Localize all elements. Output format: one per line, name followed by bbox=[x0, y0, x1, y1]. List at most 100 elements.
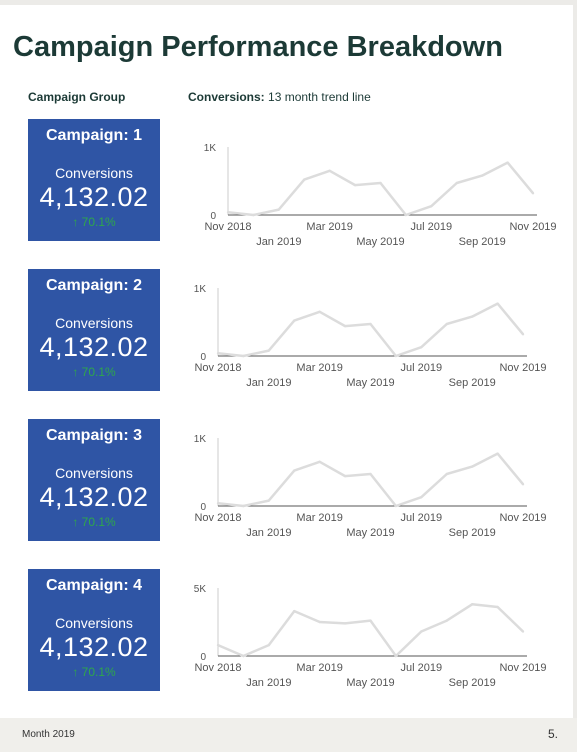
data-point bbox=[216, 352, 220, 355]
x-tick-label: Jan 2019 bbox=[256, 236, 301, 248]
data-point bbox=[343, 474, 347, 478]
data-point bbox=[394, 504, 398, 508]
campaign-card-1: Campaign: 1 Conversions 4,132.02 ↑ 70.1% bbox=[28, 119, 160, 241]
conversions-series-line bbox=[217, 302, 524, 358]
card-delta: ↑ 70.1% bbox=[72, 215, 116, 229]
data-point bbox=[293, 609, 296, 613]
data-point bbox=[506, 161, 509, 164]
data-point bbox=[480, 174, 484, 177]
y-tick-label: 1K bbox=[194, 434, 207, 445]
campaign-card-2: Campaign: 2 Conversions 4,132.02 ↑ 70.1% bbox=[28, 269, 160, 391]
data-point bbox=[318, 460, 321, 463]
card-title: Campaign: 4 bbox=[45, 577, 142, 594]
data-point bbox=[496, 302, 499, 305]
data-point bbox=[369, 472, 372, 476]
x-tick-label: May 2019 bbox=[356, 236, 404, 248]
data-point bbox=[242, 354, 245, 358]
card-title: Campaign: 1 bbox=[45, 127, 142, 144]
trend-header-rest: 13 month trend line bbox=[264, 90, 371, 104]
data-point bbox=[369, 322, 372, 326]
x-tick-label: May 2019 bbox=[346, 527, 394, 539]
card-value: 4,132.02 bbox=[39, 482, 149, 512]
x-tick-label: Sep 2019 bbox=[449, 527, 496, 539]
y-tick-label: 5K bbox=[194, 584, 207, 595]
y-tick-label: 1K bbox=[204, 143, 217, 154]
data-point bbox=[267, 349, 271, 352]
data-point bbox=[430, 204, 433, 208]
card-delta: ↑ 70.1% bbox=[72, 365, 116, 379]
card-value: 4,132.02 bbox=[39, 632, 149, 662]
x-tick-label: Nov 2018 bbox=[194, 512, 241, 524]
data-point bbox=[470, 603, 474, 606]
data-point bbox=[267, 643, 271, 647]
card-value: 4,132.02 bbox=[39, 332, 149, 362]
data-point bbox=[445, 322, 448, 326]
x-tick-label: Jul 2019 bbox=[401, 662, 443, 674]
data-point bbox=[394, 354, 398, 358]
trend-header-bold: Conversions: bbox=[188, 90, 265, 104]
x-tick-label: Nov 2019 bbox=[499, 362, 546, 374]
campaign-group-header: Campaign Group bbox=[28, 90, 126, 104]
data-point bbox=[242, 654, 245, 658]
data-point bbox=[470, 465, 474, 468]
card-label: Conversions bbox=[55, 465, 133, 481]
data-point bbox=[420, 345, 423, 349]
x-tick-label: Mar 2019 bbox=[296, 662, 342, 674]
x-tick-label: Mar 2019 bbox=[296, 512, 342, 524]
card-title: Campaign: 3 bbox=[45, 427, 142, 444]
footer-bar bbox=[0, 718, 577, 752]
x-tick-label: Jul 2019 bbox=[401, 362, 443, 374]
y-tick-label: 0 bbox=[200, 652, 206, 663]
data-point bbox=[318, 620, 321, 624]
x-tick-label: Nov 2018 bbox=[194, 662, 241, 674]
x-tick-label: Nov 2019 bbox=[499, 662, 546, 674]
x-tick-label: Jan 2019 bbox=[246, 677, 291, 689]
campaign-card-3: Campaign: 3 Conversions 4,132.02 ↑ 70.1% bbox=[28, 419, 160, 541]
data-point bbox=[353, 183, 357, 187]
data-point bbox=[293, 469, 296, 472]
data-point bbox=[455, 181, 458, 185]
conversions-series-line bbox=[217, 452, 524, 508]
data-point bbox=[445, 619, 448, 622]
card-title: Campaign: 2 bbox=[45, 277, 142, 294]
data-point bbox=[521, 333, 525, 336]
data-point bbox=[343, 622, 347, 625]
card-label: Conversions bbox=[55, 165, 133, 181]
data-point bbox=[216, 643, 220, 647]
y-tick-label: 0 bbox=[200, 502, 206, 513]
data-point bbox=[369, 619, 372, 622]
card-label: Conversions bbox=[55, 615, 133, 631]
data-point bbox=[470, 315, 474, 318]
data-point bbox=[216, 502, 220, 505]
trend-header: Conversions: 13 month trend line bbox=[188, 90, 371, 104]
conversions-series-line bbox=[227, 161, 534, 217]
x-tick-label: May 2019 bbox=[346, 677, 394, 689]
x-tick-label: May 2019 bbox=[346, 377, 394, 389]
card-label: Conversions bbox=[55, 315, 133, 331]
data-point bbox=[496, 452, 499, 455]
data-point bbox=[404, 213, 408, 217]
y-tick-label: 1K bbox=[194, 284, 207, 295]
y-tick-label: 0 bbox=[210, 211, 216, 222]
x-tick-label: Jan 2019 bbox=[246, 377, 291, 389]
x-tick-label: Jul 2019 bbox=[401, 512, 443, 524]
footer-date-range: Month 2019 bbox=[22, 729, 75, 740]
data-point bbox=[343, 324, 347, 328]
data-point bbox=[277, 208, 281, 211]
data-point bbox=[394, 654, 398, 658]
data-point bbox=[521, 630, 525, 633]
x-tick-label: Sep 2019 bbox=[449, 677, 496, 689]
x-tick-label: Nov 2018 bbox=[204, 221, 251, 233]
data-point bbox=[318, 310, 321, 313]
page-title: Campaign Performance Breakdown bbox=[13, 31, 503, 63]
data-point bbox=[531, 192, 535, 195]
page-number: 5. bbox=[548, 727, 559, 741]
data-point bbox=[267, 499, 271, 502]
x-tick-label: Mar 2019 bbox=[296, 362, 342, 374]
data-point bbox=[379, 181, 382, 185]
card-delta: ↑ 70.1% bbox=[72, 515, 116, 529]
x-tick-label: Sep 2019 bbox=[459, 236, 506, 248]
data-point bbox=[242, 504, 245, 508]
data-point bbox=[420, 630, 423, 633]
data-point bbox=[226, 211, 230, 214]
